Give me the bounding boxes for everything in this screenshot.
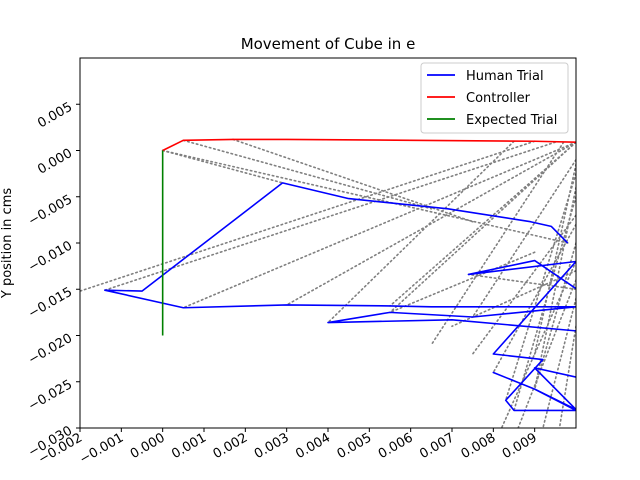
y-tick-label: 0.000	[35, 146, 75, 178]
legend-label: Expected Trial	[466, 113, 557, 128]
x-tick-label: 0.000	[128, 430, 168, 462]
link-line-11	[389, 141, 576, 314]
x-tick-label: 0.007	[417, 430, 457, 462]
link-line-5	[285, 141, 576, 306]
chart-title: Movement of Cube in e	[241, 35, 416, 53]
y-tick-label: −0.010	[26, 238, 75, 275]
link-line-8	[327, 140, 515, 324]
link-line-26	[467, 273, 576, 291]
y-tick-label: −0.020	[26, 331, 75, 368]
legend-box	[420, 62, 569, 134]
link-line-16	[513, 195, 576, 412]
link-line-1	[161, 149, 569, 244]
series-layer	[104, 138, 576, 412]
y-tick-label: 0.005	[35, 100, 75, 132]
x-tick-label: 0.004	[293, 430, 333, 462]
link-line-10	[430, 141, 565, 346]
x-tick-label: 0.006	[376, 430, 416, 462]
series-line-human-trial	[104, 182, 576, 412]
link-line-19	[533, 242, 576, 390]
y-axis-label: Y position in cms	[0, 188, 15, 299]
x-tick-label: 0.008	[459, 430, 499, 462]
link-line-4	[182, 141, 576, 309]
x-tick-label: 0.002	[211, 430, 251, 462]
correspondence-links	[80, 138, 576, 428]
link-line-12	[471, 158, 576, 318]
y-axis: −0.030−0.025−0.020−0.015−0.010−0.0050.00…	[26, 100, 80, 461]
link-line-17	[471, 214, 576, 355]
link-line-15	[533, 186, 576, 390]
y-tick-label: −0.015	[26, 285, 75, 322]
x-tick-label: −0.001	[77, 430, 126, 467]
legend-label: Controller	[466, 91, 531, 106]
legend-label: Human Trial	[466, 69, 544, 84]
link-line-24	[389, 251, 536, 314]
x-tick-label: 0.003	[252, 430, 292, 462]
legend: Human Trial Controller Expected Trial	[420, 62, 569, 134]
x-axis: −0.002−0.001 0.000 0.001 0.002 0.003 0.004 0.0…	[36, 428, 540, 468]
link-line-22	[542, 297, 576, 428]
link-line-21	[517, 279, 576, 428]
x-tick-label: 0.009	[500, 430, 540, 462]
link-line-7	[80, 140, 536, 292]
x-tick-label: 0.001	[169, 430, 209, 462]
link-line-0	[161, 149, 284, 184]
link-line-20	[500, 260, 576, 428]
link-line-2	[182, 139, 433, 210]
x-tick-label: 0.005	[335, 430, 375, 462]
series-line-controller	[162, 138, 576, 152]
y-tick-label: −0.005	[26, 192, 75, 229]
link-line-18	[492, 223, 576, 374]
y-tick-label: −0.025	[26, 377, 75, 414]
